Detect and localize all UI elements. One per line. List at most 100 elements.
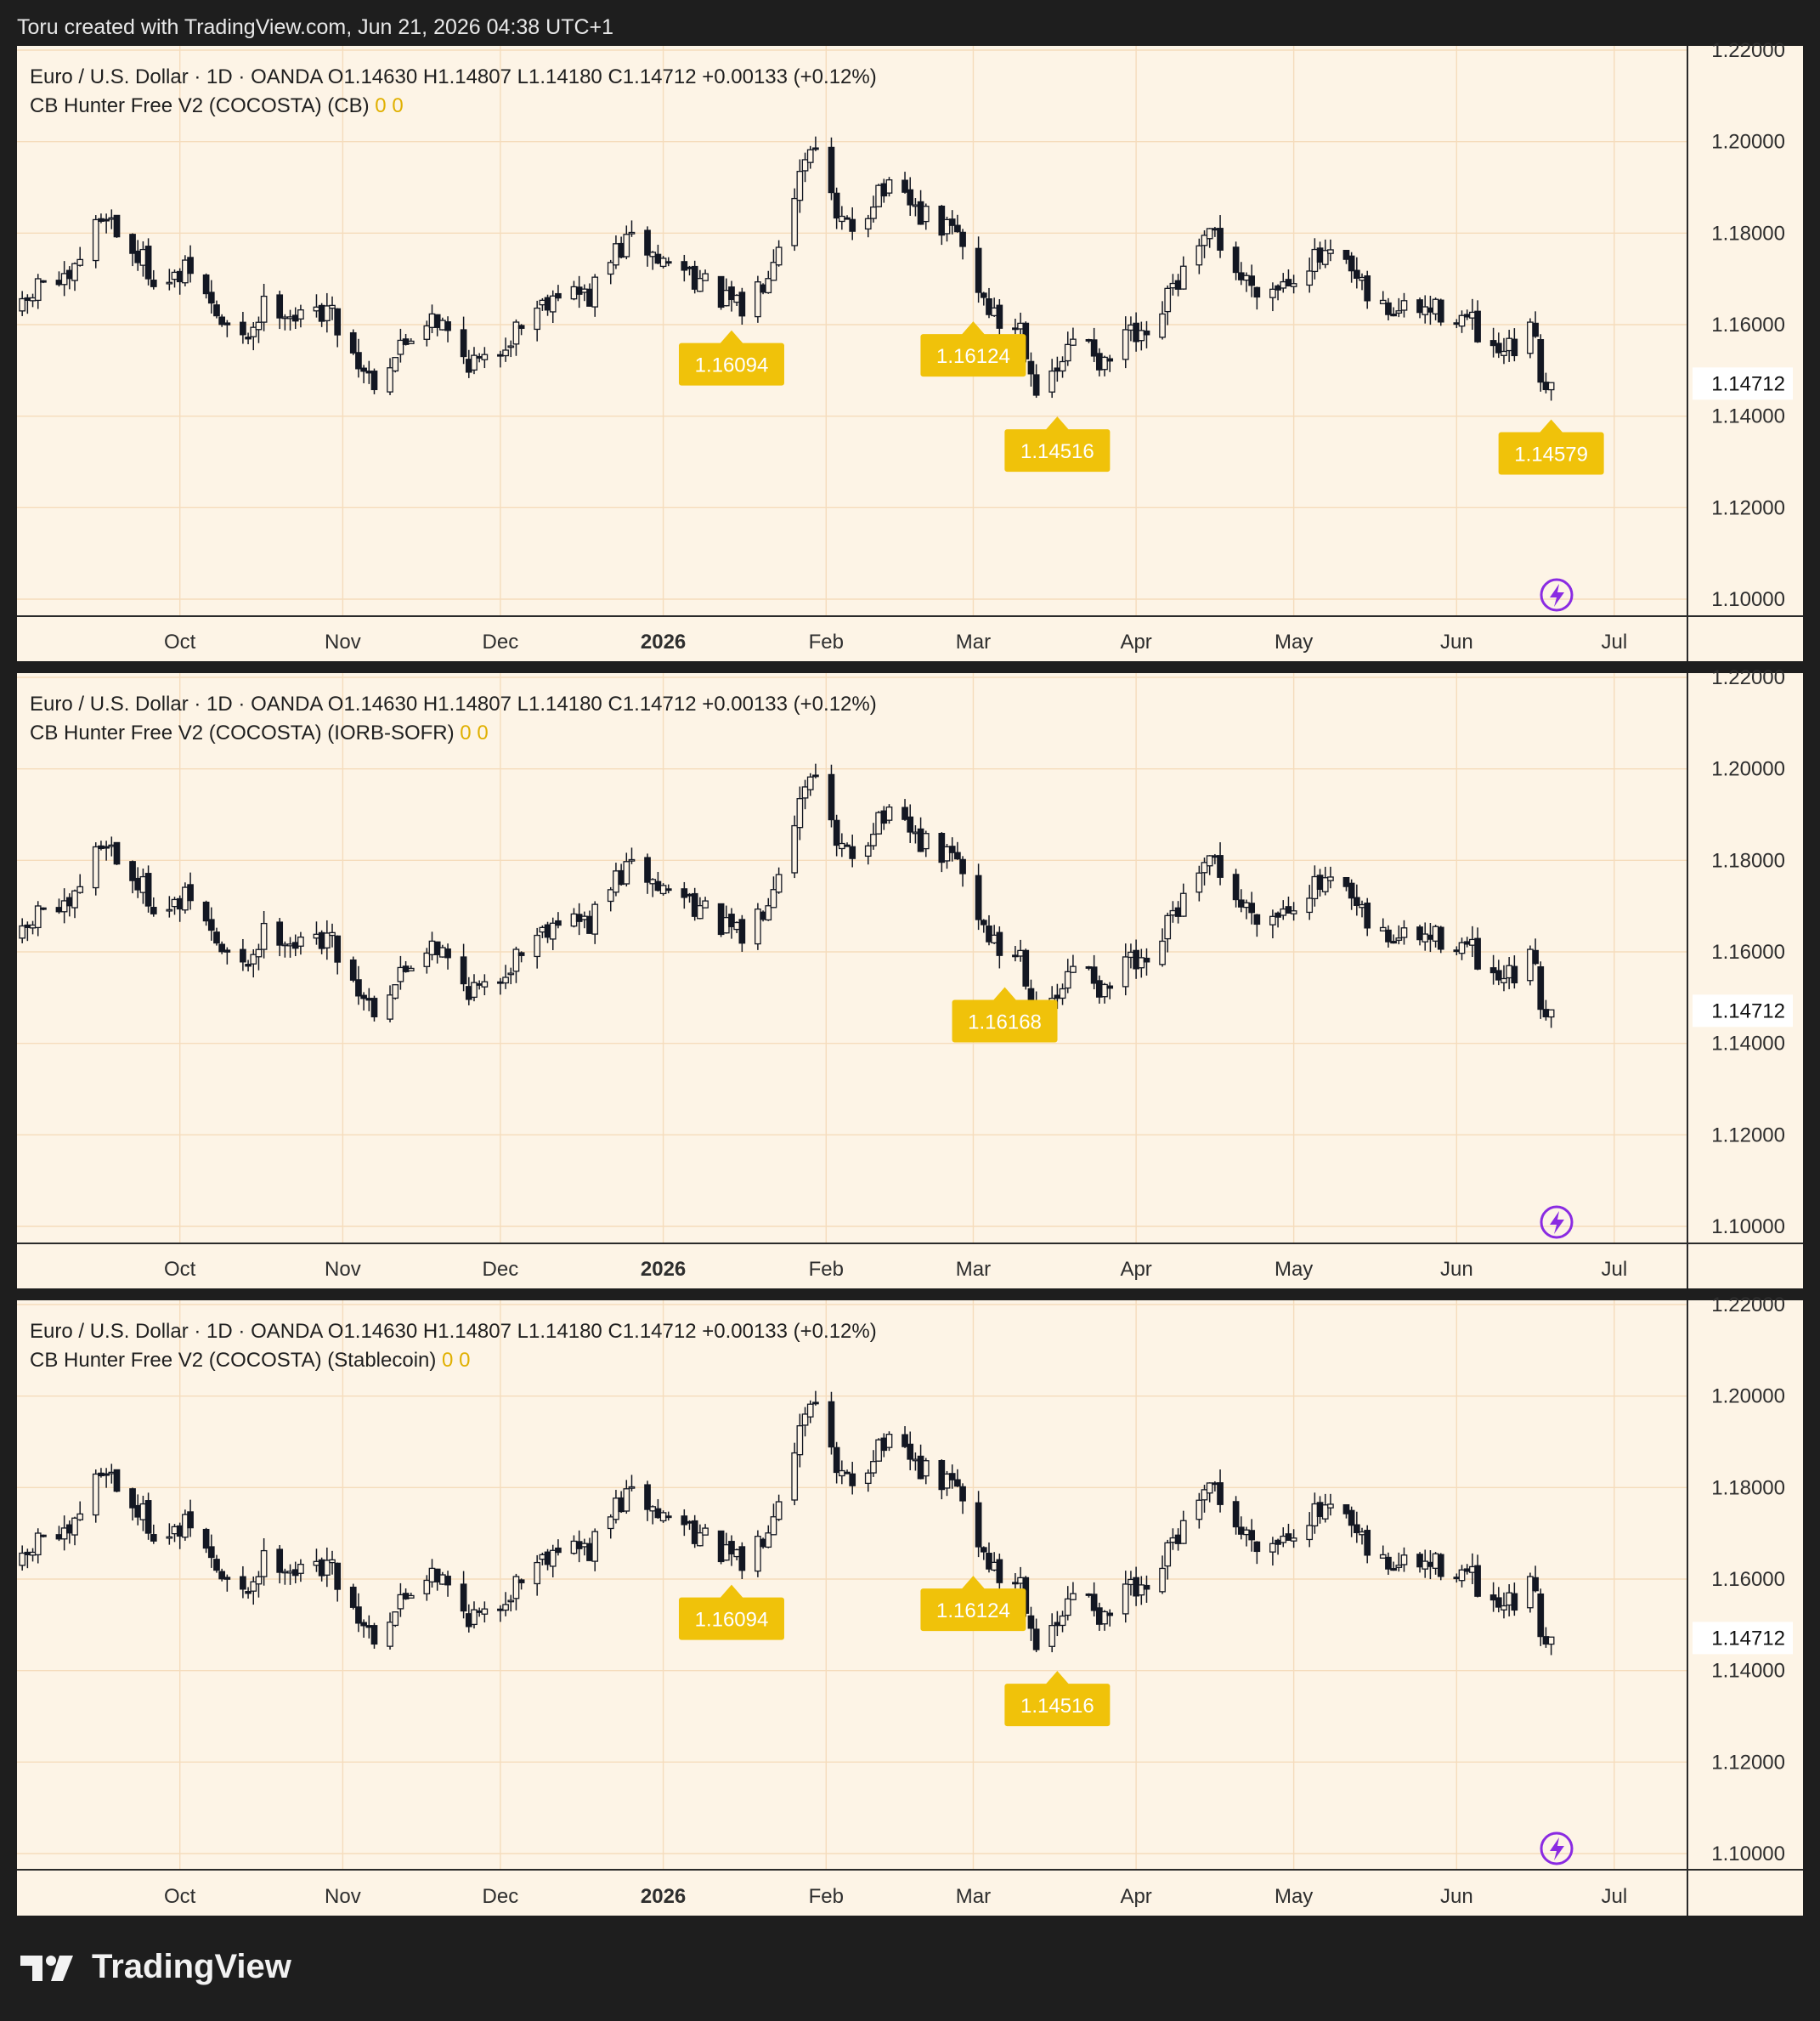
signal-label[interactable]: 1.16124 [920, 321, 1026, 377]
price-tick-label: 1.22000 [1711, 1294, 1785, 1316]
candle-down [1416, 926, 1423, 941]
time-axis[interactable] [17, 1243, 1687, 1288]
candle-up [1432, 1553, 1439, 1569]
header-part: 1.14807 [438, 693, 512, 716]
candle-up [1458, 1569, 1466, 1582]
signal-label[interactable]: 1.16094 [678, 330, 784, 386]
signal-label[interactable]: 1.14516 [1004, 416, 1111, 473]
candle-up [991, 307, 998, 317]
signal-label-pointer [719, 330, 743, 344]
candle-down [65, 897, 73, 907]
candle-up [313, 933, 320, 939]
indicator-legend[interactable]: CB Hunter Free V2 (COCOSTA) (CB) 0 0 [30, 94, 404, 117]
candle-up [1321, 1504, 1329, 1520]
candle-down [40, 907, 47, 910]
candle-up [255, 321, 263, 331]
candle-down [1253, 914, 1261, 926]
bolt-icon-glyph [1550, 1837, 1564, 1860]
candle-up [1379, 1554, 1387, 1559]
indicator-legend[interactable]: CB Hunter Free V2 (COCOSTA) (IORB-SOFR) … [30, 722, 489, 744]
candle-up [329, 304, 336, 309]
candle-up [770, 262, 777, 281]
signal-label[interactable]: 1.14516 [1004, 1671, 1111, 1727]
plot-area[interactable] [17, 1300, 1687, 1870]
candle-down [318, 304, 325, 322]
bolt-icon[interactable] [1540, 1831, 1574, 1865]
time-axis[interactable] [17, 616, 1687, 661]
candle-up [76, 886, 84, 893]
candle-up [1138, 330, 1145, 342]
time-tick-label: Apr [1120, 1885, 1151, 1908]
candle-up [1169, 1537, 1177, 1543]
header-part: C [608, 65, 622, 88]
bolt-icon[interactable] [1540, 1205, 1574, 1239]
candle-up [71, 890, 78, 909]
signal-label[interactable]: 1.16168 [952, 987, 1058, 1043]
candle-down [144, 246, 152, 280]
candle-up [870, 207, 877, 219]
candle-down [134, 1504, 142, 1518]
series-header[interactable]: Euro / U.S. Dollar · 1D · OANDA O1.14630… [30, 1320, 877, 1343]
candle-down [1106, 985, 1114, 989]
candle-up [392, 984, 399, 999]
candle-down [681, 261, 688, 271]
bolt-icon[interactable] [1540, 578, 1574, 612]
candle-down [812, 774, 819, 778]
candle-up [1527, 948, 1534, 982]
candle-down [24, 297, 31, 301]
time-axis[interactable] [17, 1870, 1687, 1916]
candle-up [943, 218, 951, 235]
time-tick-label: Jun [1440, 631, 1473, 654]
signal-label[interactable]: 1.16094 [678, 1584, 784, 1640]
candle-down [618, 242, 625, 258]
candle-down [134, 250, 142, 263]
signal-label-text: 1.14516 [1020, 440, 1094, 463]
brand-footer[interactable]: TradingView [19, 1948, 291, 1986]
signal-label-box [678, 342, 784, 386]
time-tick-label: 2026 [641, 1258, 686, 1281]
price-axis[interactable] [1687, 1300, 1803, 1916]
candle-up [1379, 926, 1387, 931]
candle-down [240, 1576, 246, 1590]
candle-up [1243, 275, 1250, 281]
price-axis[interactable] [1687, 46, 1803, 661]
candle-up [1070, 1593, 1077, 1600]
candle-down [65, 269, 73, 280]
header-part: 1.14712 [623, 693, 697, 716]
candle-up [1327, 1503, 1334, 1509]
candle-up [922, 1460, 930, 1477]
candle-up [512, 321, 520, 345]
candle-down [1143, 1584, 1150, 1590]
signal-label[interactable]: 1.16124 [920, 1576, 1026, 1632]
candle-up [387, 1622, 393, 1647]
candle-up [313, 306, 320, 312]
candle-down [1542, 382, 1550, 391]
signal-label[interactable]: 1.14579 [1498, 419, 1604, 475]
price-tick-label: 1.20000 [1711, 758, 1785, 781]
series-header[interactable]: Euro / U.S. Dollar · 1D · OANDA O1.14630… [30, 693, 877, 716]
series-header[interactable]: Euro / U.S. Dollar · 1D · OANDA O1.14630… [30, 65, 877, 88]
price-axis[interactable] [1687, 673, 1803, 1288]
plot-area[interactable] [17, 673, 1687, 1243]
time-tick-label: Apr [1120, 631, 1151, 654]
candle-down [187, 257, 194, 275]
candle-up [733, 1548, 741, 1558]
header-part: L [517, 65, 528, 88]
candle-up [439, 320, 446, 331]
candle-down [917, 201, 924, 225]
candle-up [922, 833, 930, 850]
header-part [417, 693, 423, 716]
header-part: +0.00133 (+0.12%) [702, 65, 877, 88]
indicator-legend[interactable]: CB Hunter Free V2 (COCOSTA) (Stablecoin)… [30, 1349, 470, 1372]
candle-down [349, 959, 357, 981]
candle-down [728, 1541, 735, 1554]
candle-up [397, 966, 404, 982]
candle-up [387, 994, 393, 1020]
candle-up [1311, 1503, 1319, 1527]
candle-up [507, 1599, 515, 1603]
candle-up [428, 313, 436, 328]
candle-down [959, 858, 966, 875]
plot-area[interactable] [17, 46, 1687, 616]
header-part: +0.00133 (+0.12%) [702, 693, 877, 716]
candle-down [1474, 1565, 1481, 1597]
